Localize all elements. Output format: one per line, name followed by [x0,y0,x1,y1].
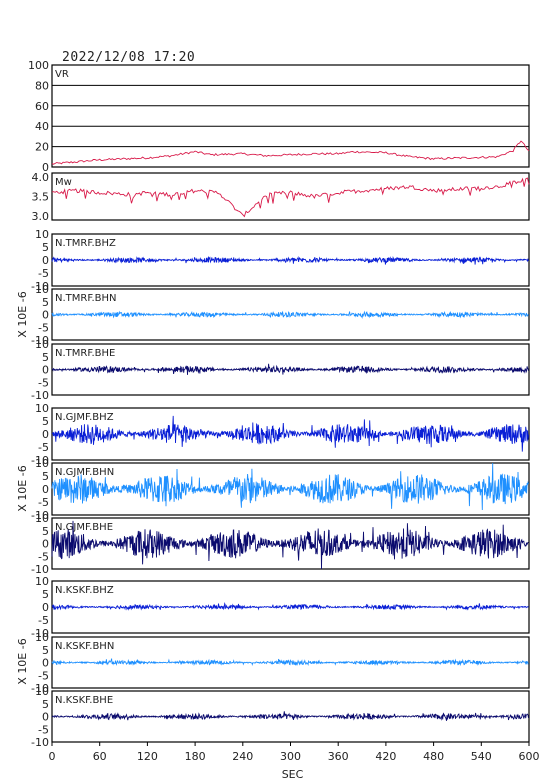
y-tick-label: 5 [42,351,49,364]
x-tick-label: 420 [375,750,396,763]
y-tick-label: -10 [31,389,49,402]
x-tick-label: 480 [423,750,444,763]
x-tick-label: 0 [49,750,56,763]
x-tick-label: 240 [232,750,253,763]
series-line [51,658,529,667]
x-tick-label: 60 [93,750,107,763]
y-tick-label: 0 [42,364,49,377]
series-line [51,255,529,265]
y-tick-label: 5 [42,644,49,657]
y-tick-label: 100 [28,59,49,72]
series-line [51,140,530,165]
series-line [51,415,529,452]
series-line [51,602,529,611]
y-tick-label: -10 [31,280,49,293]
y-tick-label: -5 [38,669,49,682]
panel-frame [51,462,530,516]
y-tick-label: -5 [38,723,49,736]
y-axis-label: X 10E -6 [16,638,29,684]
y-tick-label: -10 [31,334,49,347]
panel-frame [51,580,530,634]
series-line [51,363,529,375]
y-tick-label: 60 [35,100,49,113]
y-tick-label: 0 [42,309,49,322]
y-tick-label: -5 [38,496,49,509]
y-tick-label: 10 [35,228,49,241]
panel-frame [51,64,530,168]
x-axis-label: SEC [282,768,304,781]
panel-frame [51,172,530,221]
y-tick-label: -10 [31,454,49,467]
x-tick-label: 120 [137,750,158,763]
y-tick-label: -5 [38,441,49,454]
y-tick-label: -5 [38,376,49,389]
panel-title: N.KSKF.BHZ [55,585,114,596]
series-line [51,520,529,570]
y-tick-label: -10 [31,682,49,695]
panel-title: N.GJMF.BHE [55,522,113,533]
y-tick-label: -5 [38,321,49,334]
y-axis-label: X 10E -6 [16,465,29,511]
y-tick-label: -5 [38,614,49,627]
x-tick-label: 180 [185,750,206,763]
y-tick-label: 0 [42,483,49,496]
y-tick-label: 5 [42,296,49,309]
x-tick-label: 360 [328,750,349,763]
y-tick-label: 0 [42,538,49,551]
x-tick-label: 300 [280,750,301,763]
y-tick-label: 3.5 [32,191,50,204]
y-tick-label: 10 [35,631,49,644]
y-tick-label: 0 [42,657,49,670]
y-tick-label: 10 [35,685,49,698]
y-tick-label: 4.0 [32,171,50,184]
y-tick-label: 10 [35,457,49,470]
y-tick-label: 20 [35,141,49,154]
series-line [51,177,530,218]
y-tick-label: 0 [42,711,49,724]
y-axis-label: X 10E -6 [16,291,29,337]
y-tick-label: 40 [35,120,49,133]
panel-title: N.GJMF.BHZ [55,412,114,423]
y-tick-label: 10 [35,575,49,588]
y-tick-label: -10 [31,736,49,749]
y-tick-label: 10 [35,512,49,525]
panel-title: N.KSKF.BHE [55,695,113,706]
y-tick-label: 3.0 [32,210,50,223]
y-tick-label: 10 [35,283,49,296]
y-tick-label: -10 [31,509,49,522]
y-tick-label: 10 [35,402,49,415]
y-tick-label: 80 [35,79,49,92]
series-line [51,310,529,319]
y-tick-label: -10 [31,563,49,576]
y-tick-label: 5 [42,525,49,538]
y-tick-label: 0 [42,161,49,174]
y-tick-label: 5 [42,470,49,483]
panel-frame [51,407,530,461]
series-line [51,462,529,511]
y-tick-label: 0 [42,428,49,441]
y-tick-label: 10 [35,338,49,351]
y-tick-label: -5 [38,267,49,280]
panel-title: N.TMRF.BHN [55,293,117,304]
y-tick-label: 5 [42,588,49,601]
y-tick-label: 5 [42,241,49,254]
panel-title: N.TMRF.BHZ [55,238,116,249]
panel-title: N.TMRF.BHE [55,348,115,359]
panel-title: VR [55,69,69,80]
panel-title: N.KSKF.BHN [55,641,114,652]
y-tick-label: 0 [42,601,49,614]
x-tick-label: 600 [519,750,540,763]
y-tick-label: 5 [42,698,49,711]
y-tick-label: 5 [42,415,49,428]
y-tick-label: -5 [38,550,49,563]
panel-title: N.GJMF.BHN [55,467,114,478]
panel-title: Mw [55,177,72,188]
timestamp-header: 2022/12/08 17:20 [62,50,196,65]
y-tick-label: -10 [31,627,49,640]
x-tick-label: 540 [471,750,492,763]
series-line [51,711,529,721]
y-tick-label: 0 [42,254,49,267]
